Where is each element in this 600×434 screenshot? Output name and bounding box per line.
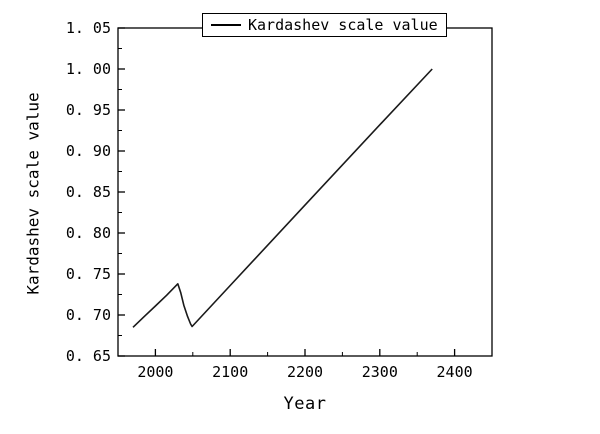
svg-text:0. 65: 0. 65: [66, 347, 111, 365]
svg-text:0. 75: 0. 75: [66, 265, 111, 283]
svg-text:2100: 2100: [212, 363, 248, 381]
svg-text:0. 85: 0. 85: [66, 183, 111, 201]
svg-text:0. 70: 0. 70: [66, 306, 111, 324]
svg-text:1. 00: 1. 00: [66, 60, 111, 78]
x-axis-label: Year: [283, 394, 327, 414]
svg-text:0. 95: 0. 95: [66, 101, 111, 119]
legend: Kardashev scale value: [202, 13, 447, 37]
y-axis-label: Kardashev scale value: [23, 92, 43, 295]
legend-label: Kardashev scale value: [248, 16, 438, 34]
legend-line-sample-icon: [211, 24, 241, 26]
svg-text:2300: 2300: [362, 363, 398, 381]
svg-text:0. 80: 0. 80: [66, 224, 111, 242]
svg-text:2200: 2200: [287, 363, 323, 381]
svg-text:0. 90: 0. 90: [66, 142, 111, 160]
svg-text:2000: 2000: [137, 363, 173, 381]
svg-text:2400: 2400: [437, 363, 473, 381]
svg-text:1. 05: 1. 05: [66, 19, 111, 37]
